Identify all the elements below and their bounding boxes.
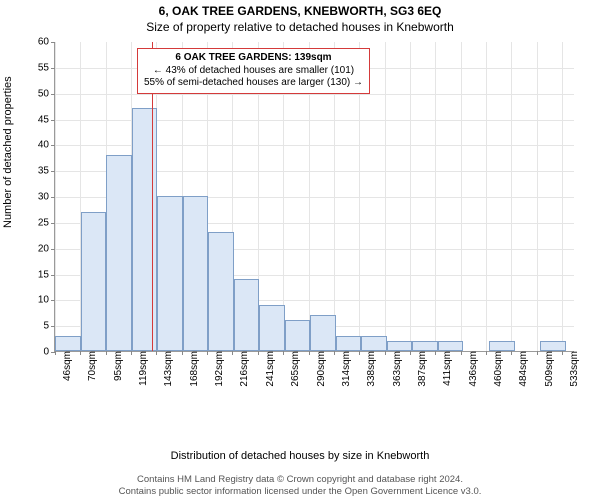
x-tick-mark bbox=[511, 351, 512, 355]
x-tick-mark bbox=[156, 351, 157, 355]
x-tick-label: 460sqm bbox=[489, 351, 504, 387]
x-tick-label: 290sqm bbox=[312, 351, 327, 387]
histogram-bar bbox=[336, 336, 362, 352]
x-tick-mark bbox=[258, 351, 259, 355]
x-tick-mark bbox=[309, 351, 310, 355]
x-tick-label: 484sqm bbox=[514, 351, 529, 387]
x-tick-label: 411sqm bbox=[438, 351, 453, 386]
annotation-line2: ← 43% of detached houses are smaller (10… bbox=[144, 65, 363, 78]
gridline-v bbox=[537, 42, 538, 351]
x-tick-mark bbox=[283, 351, 284, 355]
x-tick-label: 70sqm bbox=[83, 351, 98, 381]
histogram-bar bbox=[234, 279, 260, 351]
gridline-v bbox=[486, 42, 487, 351]
x-tick-label: 533sqm bbox=[565, 351, 580, 387]
histogram-bar bbox=[489, 341, 515, 351]
histogram-bar bbox=[259, 305, 285, 352]
x-tick-label: 168sqm bbox=[185, 351, 200, 387]
histogram-bar bbox=[412, 341, 438, 351]
x-tick-mark bbox=[435, 351, 436, 355]
histogram-bar bbox=[310, 315, 336, 351]
x-tick-label: 46sqm bbox=[58, 351, 73, 381]
x-tick-mark bbox=[80, 351, 81, 355]
x-tick-mark bbox=[359, 351, 360, 355]
plot-area: 05101520253035404550556046sqm70sqm95sqm1… bbox=[54, 42, 574, 352]
gridline-v bbox=[511, 42, 512, 351]
histogram-bar bbox=[183, 196, 209, 351]
x-tick-mark bbox=[55, 351, 56, 355]
histogram-bar bbox=[438, 341, 464, 351]
page-address: 6, OAK TREE GARDENS, KNEBWORTH, SG3 6EQ bbox=[0, 0, 600, 18]
histogram-bar bbox=[157, 196, 183, 351]
x-tick-label: 363sqm bbox=[388, 351, 403, 387]
chart: 05101520253035404550556046sqm70sqm95sqm1… bbox=[54, 42, 574, 414]
x-tick-label: 216sqm bbox=[235, 351, 250, 387]
histogram-bar bbox=[208, 232, 234, 351]
footer: Contains HM Land Registry data © Crown c… bbox=[0, 474, 600, 498]
x-tick-label: 387sqm bbox=[413, 351, 428, 387]
x-tick-mark bbox=[461, 351, 462, 355]
x-tick-mark bbox=[131, 351, 132, 355]
x-tick-label: 265sqm bbox=[286, 351, 301, 387]
histogram-bar bbox=[106, 155, 132, 351]
x-tick-label: 338sqm bbox=[362, 351, 377, 387]
x-tick-mark bbox=[537, 351, 538, 355]
x-tick-mark bbox=[106, 351, 107, 355]
x-tick-mark bbox=[385, 351, 386, 355]
y-axis-label: Number of detached properties bbox=[2, 76, 14, 228]
gridline-v bbox=[385, 42, 386, 351]
x-tick-label: 143sqm bbox=[159, 351, 174, 387]
x-tick-mark bbox=[486, 351, 487, 355]
x-tick-label: 119sqm bbox=[134, 351, 149, 386]
gridline-v bbox=[55, 42, 56, 351]
gridline-v bbox=[461, 42, 462, 351]
gridline-v bbox=[562, 42, 563, 351]
page-subtitle: Size of property relative to detached ho… bbox=[0, 18, 600, 34]
gridline-v bbox=[435, 42, 436, 351]
x-tick-mark bbox=[562, 351, 563, 355]
histogram-bar bbox=[132, 108, 158, 351]
x-tick-mark bbox=[182, 351, 183, 355]
annotation-box: 6 OAK TREE GARDENS: 139sqm ← 43% of deta… bbox=[137, 48, 370, 94]
histogram-bar bbox=[81, 212, 107, 352]
x-tick-label: 436sqm bbox=[464, 351, 479, 387]
x-tick-mark bbox=[334, 351, 335, 355]
x-tick-label: 314sqm bbox=[337, 351, 352, 387]
annotation-line1: 6 OAK TREE GARDENS: 139sqm bbox=[144, 52, 363, 65]
x-tick-label: 509sqm bbox=[540, 351, 555, 387]
histogram-bar bbox=[285, 320, 311, 351]
histogram-bar bbox=[361, 336, 387, 352]
x-tick-label: 192sqm bbox=[210, 351, 225, 387]
x-tick-label: 241sqm bbox=[261, 351, 276, 387]
histogram-bar bbox=[387, 341, 413, 351]
gridline-v bbox=[410, 42, 411, 351]
annotation-line3: 55% of semi-detached houses are larger (… bbox=[144, 77, 363, 90]
gridline-h bbox=[55, 94, 574, 95]
x-tick-mark bbox=[207, 351, 208, 355]
x-tick-mark bbox=[232, 351, 233, 355]
x-tick-label: 95sqm bbox=[109, 351, 124, 381]
footer-line2: Contains public sector information licen… bbox=[0, 486, 600, 498]
histogram-bar bbox=[55, 336, 81, 352]
x-axis-label: Distribution of detached houses by size … bbox=[0, 450, 600, 462]
footer-line1: Contains HM Land Registry data © Crown c… bbox=[0, 474, 600, 486]
x-tick-mark bbox=[410, 351, 411, 355]
histogram-bar bbox=[540, 341, 566, 351]
